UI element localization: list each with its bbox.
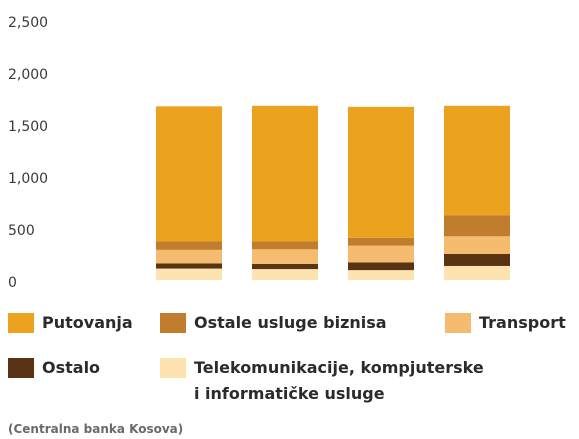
bar-segment — [348, 237, 414, 246]
bar-segment — [444, 105, 510, 216]
bar-segment — [444, 215, 510, 237]
legend-swatch — [160, 313, 186, 333]
bar-segment — [444, 265, 510, 280]
bar-segment — [444, 236, 510, 254]
legend-item: Transport — [445, 313, 566, 336]
bar-segment — [252, 105, 318, 242]
y-tick-label: 1,500 — [8, 119, 48, 135]
bar-segment — [348, 262, 414, 271]
bar-segment — [252, 263, 318, 270]
y-tick-label: 2,500 — [8, 15, 48, 31]
legend-item: Putovanja — [8, 313, 133, 336]
bar-segment — [156, 268, 222, 280]
bar-segment — [156, 263, 222, 269]
legend-label: Putovanja — [42, 313, 133, 332]
source-note: (Centralna banka Kosova) — [8, 422, 184, 436]
y-tick-label: 500 — [8, 223, 35, 239]
legend-label: Ostale usluge biznisa — [194, 313, 387, 332]
y-tick-label: 1,000 — [8, 171, 48, 187]
bar-segment — [252, 241, 318, 250]
bar-segment — [348, 106, 414, 238]
legend-label: Telekomunikacije, kompjuterske i informa… — [194, 358, 484, 403]
bar-segment — [348, 245, 414, 263]
legend-label: Ostalo — [42, 358, 101, 377]
chart: 0 500 1,000 1,500 2,000 2,500 — [8, 15, 510, 291]
legend-item: Ostalo — [8, 358, 100, 381]
bar-segment — [156, 241, 222, 250]
legend-label: Transport — [479, 313, 566, 332]
bar-segment — [252, 249, 318, 264]
legend-swatch — [160, 358, 186, 378]
y-tick-label: 2,000 — [8, 67, 48, 83]
legend-swatch — [445, 313, 471, 333]
bar-segment — [156, 106, 222, 242]
bar-segment — [348, 270, 414, 280]
legend-item: Ostale usluge biznisa — [160, 313, 387, 336]
bar-segment — [444, 254, 510, 266]
legend-swatch — [8, 358, 34, 378]
y-tick-label: 0 — [8, 275, 17, 291]
bar-segment — [252, 269, 318, 280]
legend-swatch — [8, 313, 34, 333]
bar-segment — [156, 249, 222, 264]
legend-item: Telekomunikacije, kompjuterske i informa… — [160, 358, 494, 407]
